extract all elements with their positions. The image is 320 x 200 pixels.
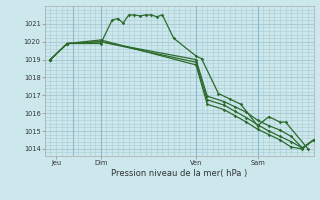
X-axis label: Pression niveau de la mer( hPa ): Pression niveau de la mer( hPa ) [111, 169, 247, 178]
